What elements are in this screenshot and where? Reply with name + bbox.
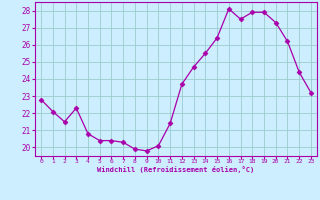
X-axis label: Windchill (Refroidissement éolien,°C): Windchill (Refroidissement éolien,°C) (97, 166, 255, 173)
